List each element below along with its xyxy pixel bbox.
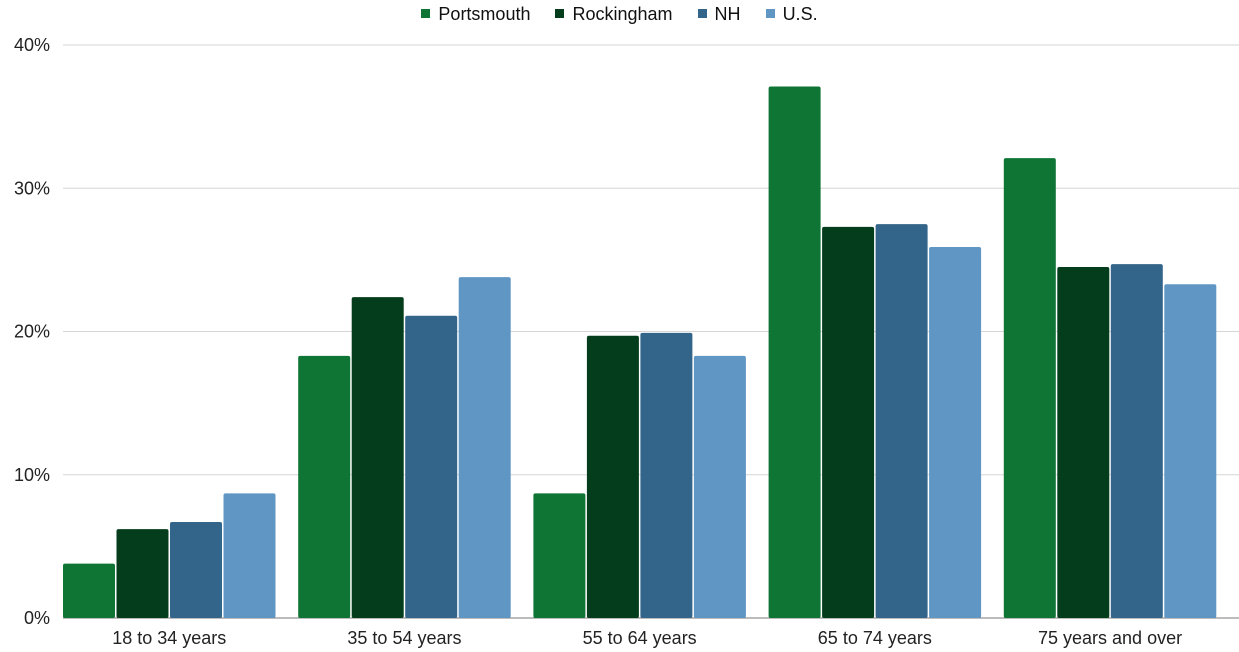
y-tick-label: 0% [24,608,50,628]
x-tick-label: 55 to 64 years [583,628,697,648]
y-tick-label: 30% [14,178,50,198]
bar [1110,264,1163,618]
legend-label-us: U.S. [782,4,818,24]
legend-label-nh: NH [714,4,741,24]
legend-label-rockingham: Rockingham [572,4,673,24]
legend-swatch-nh [697,9,707,18]
bar [533,493,586,618]
bar [693,355,746,618]
bar [1057,267,1110,618]
y-tick-label: 20% [14,322,50,342]
legend-swatch-rockingham [555,9,565,18]
bar [116,529,169,618]
bar [170,522,222,618]
bar [351,297,404,618]
x-tick-label: 35 to 54 years [347,628,461,648]
x-tick-label: 75 years and over [1038,628,1182,648]
bar [298,355,351,618]
bar [405,315,458,618]
x-tick-label: 18 to 34 years [112,628,226,648]
bar [1164,284,1217,618]
bar [586,335,639,618]
y-tick-label: 10% [14,465,50,485]
y-tick-label: 40% [14,35,50,55]
legend: Portsmouth Rockingham NH U.S. [0,4,1239,25]
bar [768,86,821,619]
bar [223,493,276,618]
bar [63,563,115,618]
bar [640,332,693,618]
legend-item-us: U.S. [765,4,818,25]
bar [929,246,982,619]
legend-label-portsmouth: Portsmouth [438,4,531,24]
bar [458,277,511,618]
legend-item-nh: NH [697,4,741,25]
x-tick-label: 65 to 74 years [818,628,932,648]
bar [875,224,928,618]
legend-swatch-portsmouth [421,9,431,18]
legend-swatch-us [765,9,775,18]
legend-item-rockingham: Rockingham [555,4,673,25]
legend-item-portsmouth: Portsmouth [421,4,530,25]
bar [1003,158,1056,619]
bar [822,226,875,619]
